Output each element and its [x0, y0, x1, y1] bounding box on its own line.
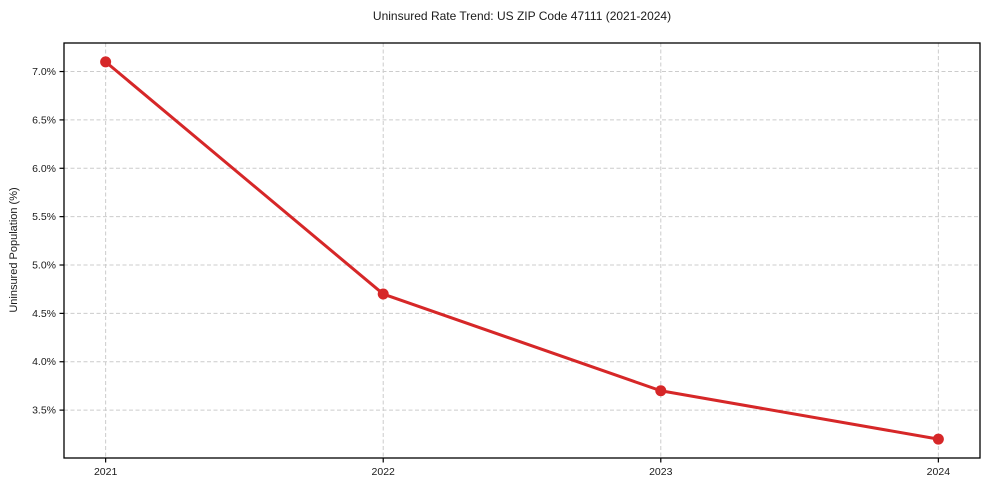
x-tick-label: 2022	[372, 466, 396, 478]
x-tick-label: 2023	[649, 466, 673, 478]
data-point-marker	[655, 385, 667, 397]
y-tick-label: 5.5%	[32, 211, 56, 223]
y-tick-label: 6.0%	[32, 163, 56, 175]
y-tick-label: 4.0%	[32, 356, 56, 368]
data-point-marker	[100, 56, 112, 68]
y-tick-label: 3.5%	[32, 405, 56, 417]
y-tick-label: 5.0%	[32, 260, 56, 272]
trend-line	[104, 60, 940, 441]
data-point-marker	[932, 433, 944, 445]
plot-border	[63, 42, 981, 459]
x-tick-label: 2024	[927, 466, 951, 478]
chart-title: Uninsured Rate Trend: US ZIP Code 47111 …	[372, 9, 672, 23]
y-tick-label: 4.5%	[32, 308, 56, 320]
data-point-marker	[377, 288, 389, 300]
x-tick-label: 2021	[94, 466, 118, 478]
y-axis-label: Uninsured Population (%)	[8, 187, 20, 313]
y-tick-label: 7.0%	[32, 66, 56, 78]
y-tick-label: 6.5%	[32, 114, 56, 126]
